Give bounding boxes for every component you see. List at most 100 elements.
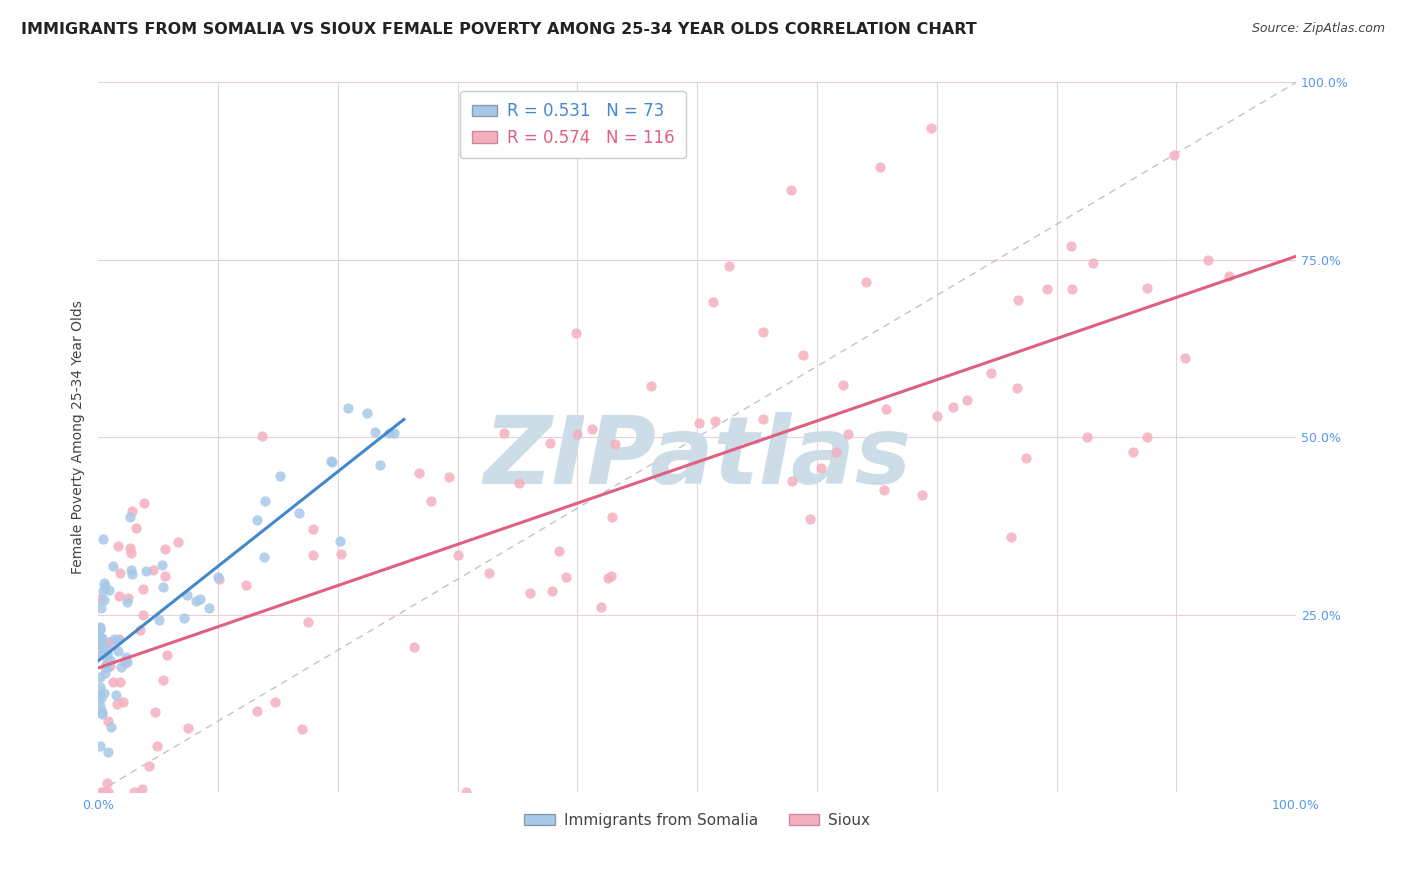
Point (94, 659, 117, 673)
Point (824, 445, 846, 459)
Point (207, 570, 229, 584)
Point (980, 366, 1002, 380)
Point (291, 723, 314, 737)
Point (600, 509, 623, 524)
Point (703, 414, 725, 428)
Point (121, 504, 143, 518)
Point (112, 694, 135, 708)
Point (138, 759, 160, 773)
Point (832, 377, 855, 392)
Point (97, 785, 120, 799)
Point (96, 647, 118, 661)
Point (873, 483, 896, 497)
Point (110, 660, 132, 674)
Point (93, 593, 115, 607)
Point (93, 785, 115, 799)
Point (125, 521, 148, 535)
Point (100, 721, 122, 735)
Point (329, 547, 352, 561)
Point (89, 739, 111, 753)
Point (269, 468, 291, 483)
Point (115, 655, 138, 669)
Point (93, 686, 115, 700)
Y-axis label: Female Poverty Among 25-34 Year Olds: Female Poverty Among 25-34 Year Olds (72, 301, 86, 574)
Point (135, 565, 157, 579)
Point (142, 563, 165, 577)
Point (89, 646, 111, 660)
Point (702, 294, 724, 309)
Point (91, 644, 114, 658)
Point (120, 509, 142, 524)
Point (98, 653, 121, 667)
Point (288, 506, 311, 520)
Point (1218, 269, 1240, 284)
Point (96, 652, 118, 666)
Point (264, 694, 287, 708)
Point (581, 422, 603, 436)
Point (329, 533, 352, 548)
Point (1060, 282, 1083, 296)
Point (1163, 148, 1185, 162)
Point (91, 532, 114, 546)
Point (956, 393, 979, 408)
Point (188, 591, 211, 606)
Point (640, 378, 662, 392)
Point (198, 601, 221, 615)
Point (97, 714, 120, 728)
Point (91, 584, 114, 599)
Point (246, 513, 269, 527)
Point (94, 579, 117, 593)
Point (90, 638, 112, 652)
Point (1083, 256, 1105, 270)
Point (378, 425, 401, 440)
Point (565, 326, 588, 341)
Point (356, 407, 378, 421)
Point (554, 569, 576, 583)
Point (153, 569, 176, 583)
Point (176, 588, 198, 602)
Point (131, 608, 153, 623)
Point (152, 673, 174, 687)
Point (752, 325, 775, 339)
Point (599, 569, 621, 583)
Point (589, 599, 612, 614)
Point (98, 636, 121, 650)
Point (494, 425, 516, 440)
Point (89, 640, 111, 654)
Point (148, 614, 170, 628)
Point (89, 669, 111, 683)
Point (143, 705, 166, 719)
Point (97, 635, 120, 649)
Point (297, 615, 319, 629)
Point (1060, 239, 1083, 253)
Point (89, 591, 111, 606)
Text: ZIPatlas: ZIPatlas (484, 412, 911, 505)
Point (90, 647, 112, 661)
Point (301, 548, 323, 562)
Point (598, 571, 620, 585)
Point (89, 699, 111, 714)
Point (1174, 351, 1197, 366)
Point (121, 567, 143, 582)
Point (96, 745, 118, 759)
Point (548, 544, 571, 558)
Point (150, 558, 173, 572)
Point (108, 566, 131, 580)
Point (538, 436, 561, 450)
Point (110, 674, 132, 689)
Point (408, 466, 430, 480)
Point (1076, 430, 1098, 444)
Point (146, 739, 169, 753)
Point (1197, 253, 1219, 268)
Point (107, 633, 129, 648)
Point (120, 563, 142, 577)
Point (419, 494, 441, 508)
Point (103, 632, 125, 646)
Point (1015, 450, 1038, 465)
Point (94, 665, 117, 680)
Point (96, 660, 118, 674)
Point (911, 488, 934, 502)
Text: IMMIGRANTS FROM SOMALIA VS SIOUX FEMALE POVERTY AMONG 25-34 YEAR OLDS CORRELATIO: IMMIGRANTS FROM SOMALIA VS SIOUX FEMALE … (21, 22, 977, 37)
Point (301, 522, 323, 536)
Point (118, 541, 141, 556)
